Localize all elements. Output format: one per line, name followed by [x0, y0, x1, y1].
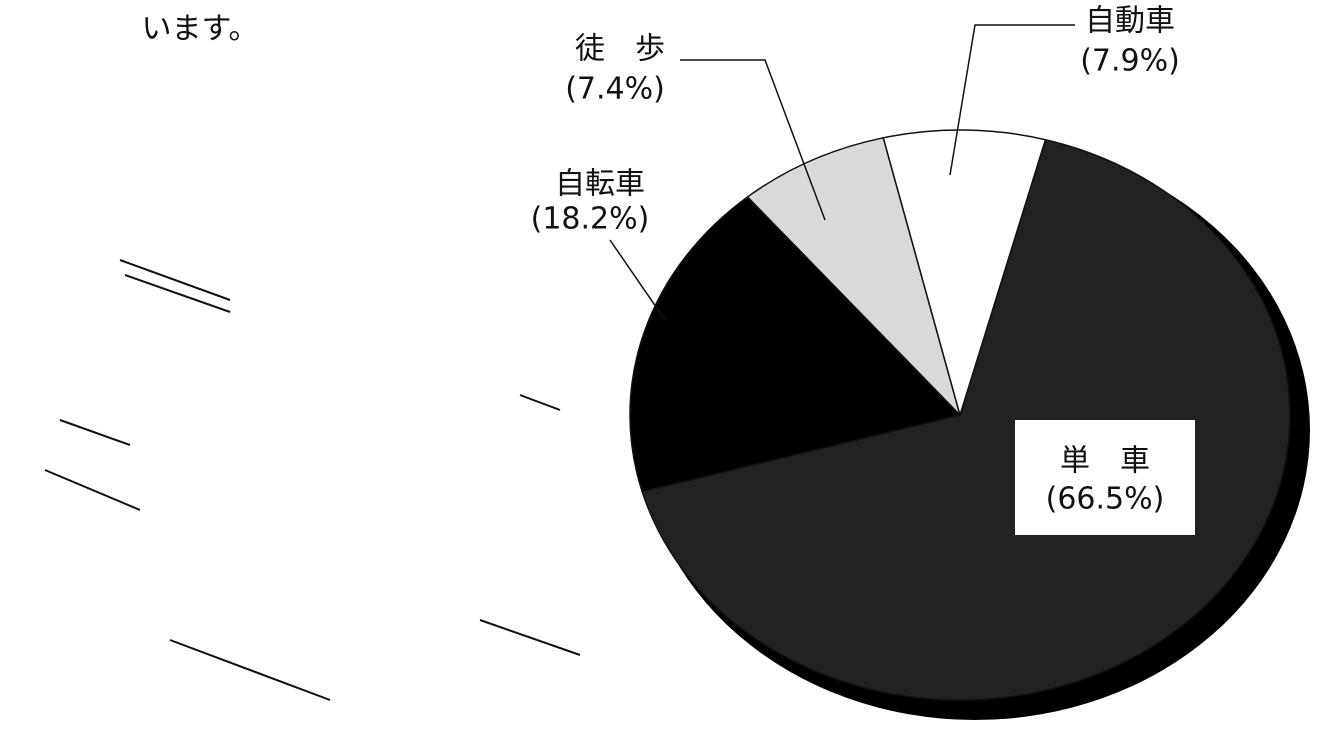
pie-slice — [641, 138, 1291, 701]
slice-label: 徒 歩 — [575, 32, 665, 67]
slice-value-label: (66.5%) — [1046, 482, 1165, 517]
pie-slice — [746, 136, 961, 416]
caption: います。 — [142, 12, 259, 47]
label-box — [1015, 420, 1195, 535]
leader-line — [609, 239, 666, 321]
leader-line — [949, 24, 1075, 176]
pie-slice — [882, 129, 1047, 418]
speed-lines — [44, 259, 581, 701]
slice-value-label: (18.2%) — [531, 202, 650, 237]
slice-value-label: (7.4%) — [565, 72, 665, 107]
slice-label: 自動車 — [1085, 4, 1175, 39]
pie-slice — [629, 195, 962, 493]
slice-value-label: (7.9%) — [1080, 44, 1180, 79]
slice-label: 単 車 — [1060, 444, 1150, 479]
pie — [629, 129, 1291, 701]
leader-line — [680, 59, 826, 221]
slice-label: 自転車 — [555, 167, 645, 202]
